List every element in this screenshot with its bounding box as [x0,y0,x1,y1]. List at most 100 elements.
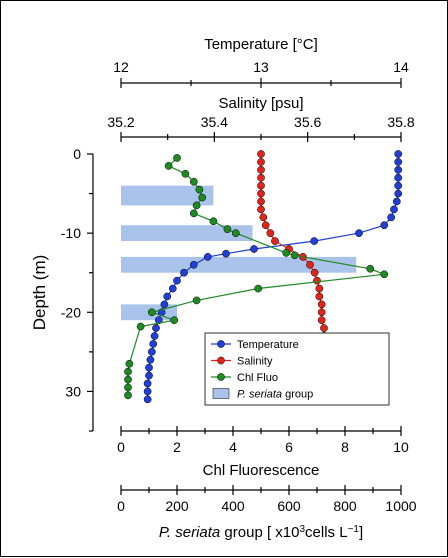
legend-box [204,332,390,406]
legend-marker [217,340,225,348]
pseriata-axis-label-part: cells L [305,524,348,541]
chl-fluo-point [189,209,198,218]
temperature-point [394,173,403,182]
legend-label-rest: group [282,389,313,401]
temperature-point [152,324,160,332]
chl-fluo-point [124,375,132,384]
chl-fluo-point [124,391,132,400]
chl-fluo-point [124,367,132,376]
chl-fluo-point [192,201,201,210]
chl-fluo-point [173,154,181,162]
salinity-point [257,165,265,174]
temperature-point [180,268,188,277]
temperature-point [387,213,396,222]
temperature-point [394,181,403,190]
salinity-point [310,268,319,277]
temperature-point [310,237,319,245]
temperature-point [394,158,403,166]
chl-fluo-point [290,251,299,260]
temperature-axis-label: Temperature [°C] [204,36,318,53]
salinity-axis-label: Salinity [psu] [218,95,303,112]
salinity-point [257,158,265,166]
salinity-point [257,150,265,158]
legend-label-italic: P. seriata [237,389,282,401]
fluorescence-tick-label: 0 [117,439,125,455]
temperature-point [154,316,163,325]
temperature-tick-label: 14 [393,59,409,75]
salinity-point [257,173,265,182]
temperature-point [355,229,363,237]
chl-fluo-point [136,322,145,331]
salinity-point [306,260,314,269]
chl-fluo-point [223,225,232,234]
temperature-point [394,189,403,198]
salinity-tick-label: 35.6 [294,114,321,130]
temperature-tick-label: 12 [113,59,129,75]
pseriata-axis-label-part: −1 [348,524,360,535]
pseriata-tick-label: 400 [221,498,245,514]
salinity-point [257,205,265,214]
pseriata-tick-label: 0 [117,498,125,514]
fluorescence-tick-label: 10 [393,439,409,455]
chl-fluo-point [195,185,204,194]
salinity-point [315,292,324,301]
legend-label: Chl Fluo [237,372,278,384]
pseriata-tick-label: 1000 [385,498,416,514]
temperature-point [149,340,158,348]
temperature-point [146,355,155,364]
pseriata-bar [121,256,357,273]
temperature-point [145,371,153,380]
pseriata-bar [121,185,214,206]
pseriata-tick-label: 200 [165,498,189,514]
temperature-point [250,245,258,253]
temperature-point [203,253,212,261]
pseriata-axis-label-part: group [ x10 [220,524,299,541]
chl-fluo-point [366,264,375,273]
legend-swatch [212,388,230,399]
depth-tick-label: -20 [61,304,81,320]
pseriata-axis-label-part: P. seriata [159,524,220,541]
temperature-point [143,387,152,396]
chl-fluo-point [254,284,263,293]
temperature-point [145,363,153,372]
temperature-point [143,395,152,404]
temperature-point [143,379,152,388]
legend-label: P. seriata group [237,389,313,401]
chl-fluo-point [231,229,240,237]
temperature-point [168,284,177,293]
temperature-point [390,205,398,214]
salinity-point [320,324,328,332]
chl-fluo-point [125,359,134,368]
temperature-point [392,197,401,206]
fluorescence-tick-label: 6 [285,439,293,455]
temperature-point [380,221,389,230]
chl-fluo-point [192,296,201,305]
pseriata-axis-label-part: 3 [299,524,305,535]
salinity-point [259,213,268,222]
chl-fluo-point [181,169,190,178]
legend-marker [217,356,225,365]
salinity-point [257,181,265,190]
salinity-point [315,284,324,293]
salinity-point [313,276,321,285]
chl-fluo-point [164,162,173,170]
pseriata-bar [121,225,253,242]
salinity-point [317,308,326,317]
chl-fluo-point [209,217,218,226]
salinity-point [317,300,326,309]
salinity-point [317,316,326,325]
salinity-point [261,221,270,230]
salinity-point [257,189,265,198]
legend-label: Temperature [237,339,299,351]
chl-fluo-point [147,308,156,317]
pseriata-axis-label-part: ] [359,524,363,541]
temperature-point [160,300,169,309]
chl-fluo-point [124,383,132,392]
pseriata-tick-label: 600 [277,498,301,514]
salinity-point [257,197,265,206]
pseriata-axis-label: P. seriata group [ x103cells L−1] [159,524,363,542]
chl-fluo-point [282,249,291,257]
temperature-point [150,332,159,340]
chl-fluo-point [170,316,179,325]
